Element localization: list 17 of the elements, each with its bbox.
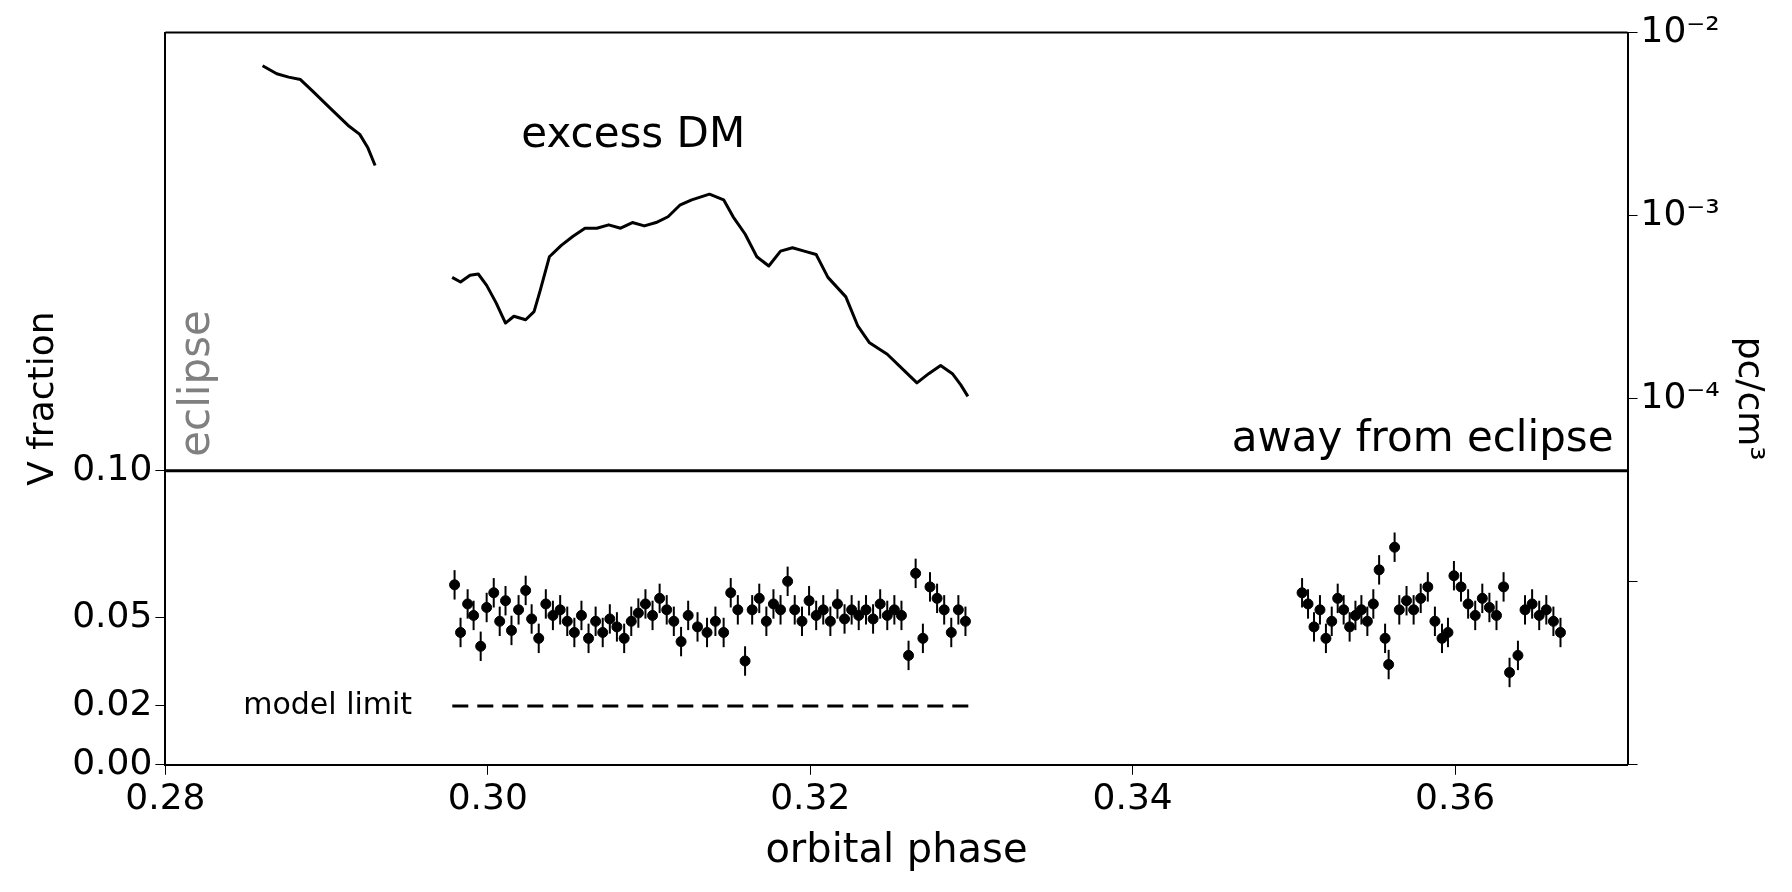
y-axis-title: V fraction (19, 311, 61, 486)
y2-axis-title: pc/cm³ (1731, 336, 1773, 461)
y2-tick-label: 10⁻³ (1640, 192, 1720, 234)
y2-tick-label: 10⁻² (1640, 8, 1720, 50)
x-tick-label: 0.34 (1092, 775, 1173, 817)
x-tick-label: 0.30 (447, 775, 528, 817)
annotation: model limit (243, 685, 413, 721)
annotation: eclipse (170, 310, 220, 457)
annotation: away from eclipse (1231, 411, 1614, 461)
annotation: excess DM (521, 108, 746, 158)
x-tick-label: 0.36 (1414, 775, 1496, 817)
y-tick-label: 0.02 (72, 682, 153, 724)
x-tick-label: 0.32 (770, 775, 851, 817)
y-tick-label: 0.10 (72, 447, 153, 489)
y2-tick-label: 10⁻⁴ (1640, 375, 1720, 417)
y-tick-label: 0.05 (72, 594, 153, 636)
x-axis-title: orbital phase (765, 825, 1028, 872)
